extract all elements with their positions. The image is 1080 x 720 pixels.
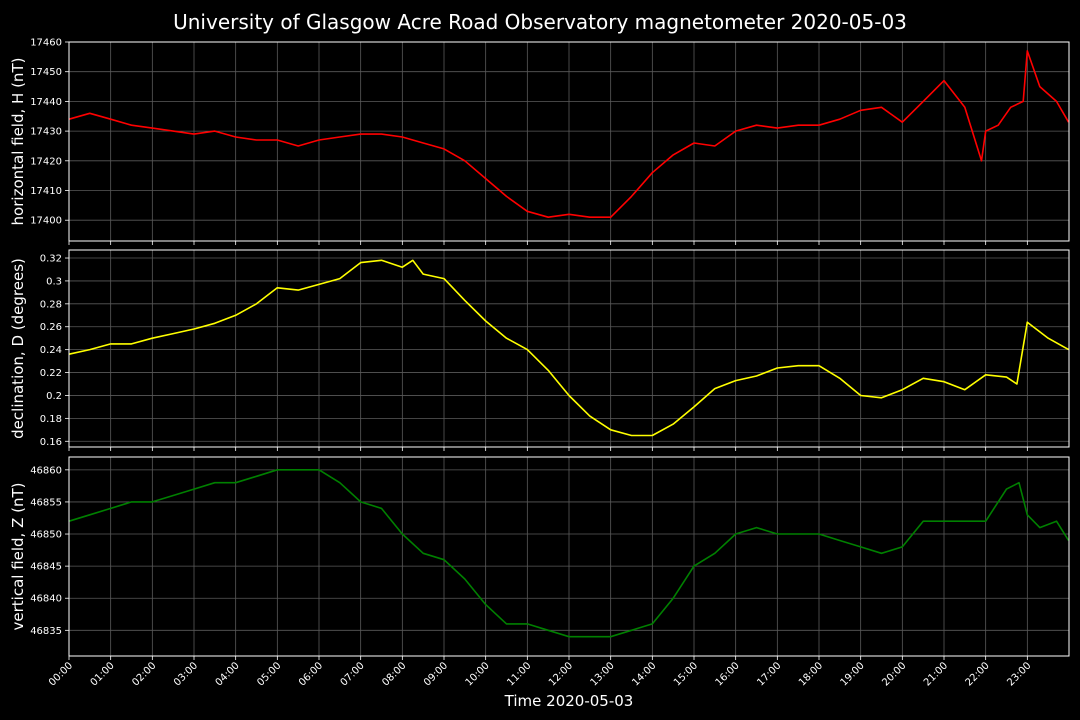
- x-tick-label: 21:00: [922, 660, 950, 688]
- x-tick-label: 19:00: [839, 660, 867, 688]
- x-tick-label: 22:00: [964, 660, 992, 688]
- y-tick-label: 46845: [30, 562, 62, 573]
- y-tick-label: 0.16: [40, 437, 62, 448]
- chart-title: University of Glasgow Acre Road Observat…: [173, 10, 907, 34]
- y-tick-label: 17420: [30, 156, 62, 167]
- x-tick-label: 02:00: [130, 660, 158, 688]
- x-tick-label: 01:00: [89, 660, 117, 688]
- y-tick-label: 17440: [30, 97, 62, 108]
- x-tick-label: 06:00: [297, 660, 325, 688]
- x-tick-label: 15:00: [672, 660, 700, 688]
- y-tick-label: 0.22: [40, 368, 62, 379]
- panel-frame: [68, 456, 1070, 657]
- x-axis-label: Time 2020-05-03: [504, 692, 634, 710]
- x-tick-label: 05:00: [255, 660, 283, 688]
- y-axis-label: vertical field, Z (nT): [9, 482, 27, 630]
- y-tick-label: 46835: [30, 626, 62, 637]
- x-tick-label: 14:00: [630, 660, 658, 688]
- y-tick-label: 0.18: [40, 414, 62, 425]
- x-tick-label: 20:00: [880, 660, 908, 688]
- x-tick-label: 13:00: [589, 660, 617, 688]
- y-tick-label: 0.2: [46, 391, 62, 402]
- x-tick-label: 11:00: [505, 660, 533, 688]
- y-tick-label: 46860: [30, 465, 62, 476]
- y-tick-label: 17430: [30, 127, 62, 138]
- series-line-1: [68, 259, 1069, 437]
- y-tick-label: 17450: [30, 67, 62, 78]
- x-tick-label: 16:00: [714, 660, 742, 688]
- x-tick-label: 10:00: [464, 660, 492, 688]
- x-tick-label: 08:00: [380, 660, 408, 688]
- chart-panels: 17400 17410 17420 17430 17440 17450 17460horiz…: [9, 38, 1070, 689]
- y-tick-label: 46855: [30, 497, 62, 508]
- x-tick-label: 18:00: [797, 660, 825, 688]
- y-tick-label: 17410: [30, 186, 62, 197]
- x-tick-label: 23:00: [1005, 660, 1033, 688]
- x-tick-label: 04:00: [214, 660, 242, 688]
- x-tick-label: 00:00: [47, 660, 75, 688]
- y-tick-label: 0.32: [40, 254, 62, 265]
- panel-frame: [68, 249, 1070, 448]
- y-tick-label: 0.28: [40, 299, 62, 310]
- y-tick-label: 17460: [30, 38, 62, 49]
- x-tick-label: 12:00: [547, 660, 575, 688]
- series-line-2: [68, 468, 1070, 638]
- y-tick-label: 0.26: [40, 322, 62, 333]
- y-tick-label: 46840: [30, 594, 62, 605]
- y-axis-label: horizontal field, H (nT): [9, 58, 27, 226]
- x-tick-label: 03:00: [172, 660, 200, 688]
- y-tick-label: 0.3: [46, 276, 62, 287]
- x-tick-label: 07:00: [339, 660, 367, 688]
- panel-0: 17400 17410 17420 17430 17440 17450 17460horiz…: [9, 38, 1070, 245]
- y-tick-label: 46850: [30, 530, 62, 541]
- panel-frame: [68, 41, 1070, 242]
- y-tick-label: 17400: [30, 216, 62, 227]
- x-tick-label: 17:00: [755, 660, 783, 688]
- y-axis-label: declination, D (degrees): [9, 258, 27, 439]
- panel-1: 0.16 0.18 0.2 0.22 0.24 0.26 0.28 0.3 0.32 declin…: [9, 249, 1070, 451]
- series-line-0: [68, 50, 1070, 218]
- y-tick-label: 0.24: [40, 345, 62, 356]
- x-tick-label: 09:00: [422, 660, 450, 688]
